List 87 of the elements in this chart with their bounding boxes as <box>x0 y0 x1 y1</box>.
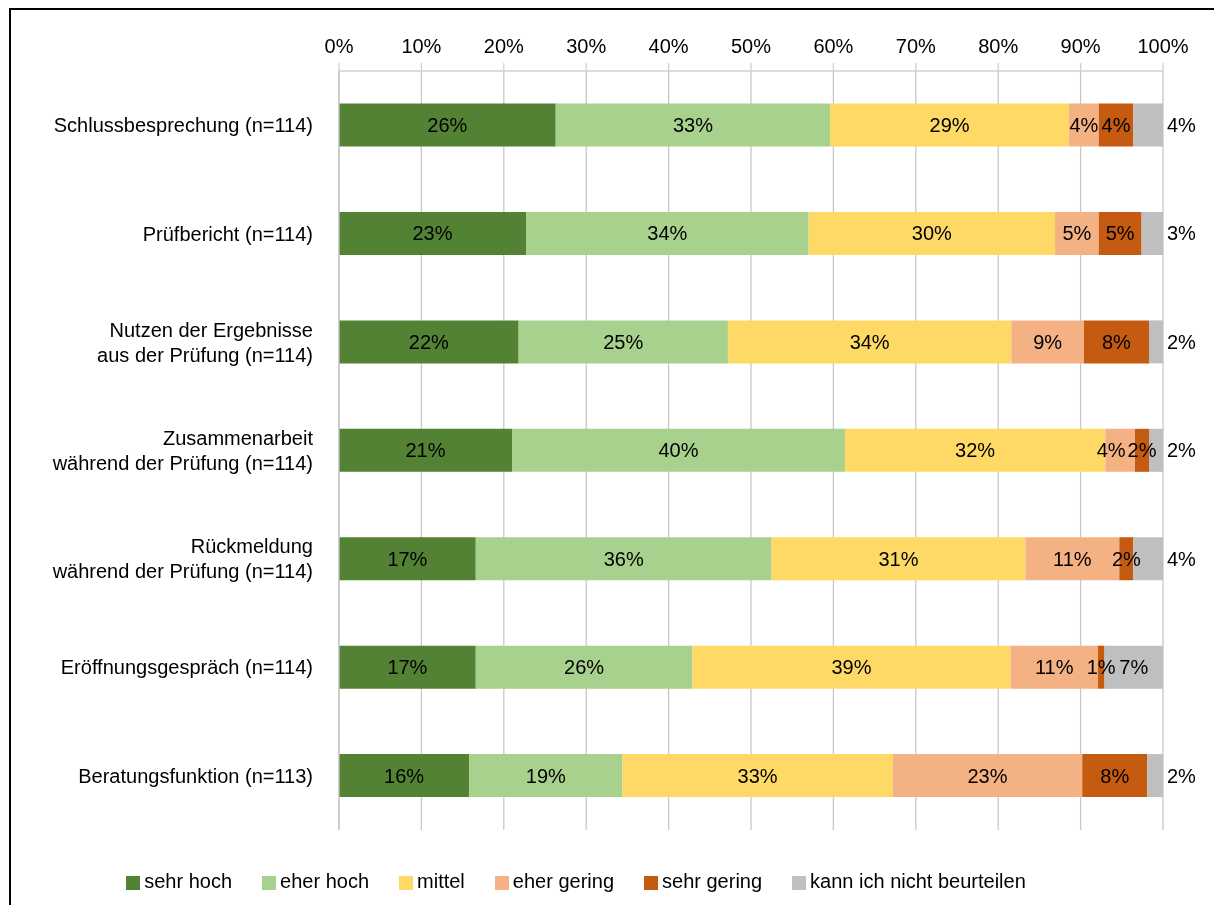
data-label: 5% <box>1105 222 1135 245</box>
data-label: 19% <box>525 764 567 787</box>
bar <box>475 537 772 581</box>
bar <box>1082 754 1148 798</box>
bar <box>339 211 527 255</box>
y-tick-label: Eröffnungsgespräch (n=114) <box>60 656 313 679</box>
legend-label: sehr gering <box>662 870 763 892</box>
data-label: 21% <box>405 439 446 462</box>
data-label: 11% <box>1053 547 1092 570</box>
data-label: 26% <box>427 114 468 137</box>
legend-label: eher hoch <box>280 870 370 892</box>
y-tick-label: Schlussbesprechung (n=114) <box>53 114 313 137</box>
data-label: 36% <box>603 547 644 570</box>
data-label: 7% <box>1119 656 1149 679</box>
bar <box>339 320 519 364</box>
bar <box>1011 320 1084 364</box>
data-label: 33% <box>672 114 714 137</box>
x-tick-label: 30% <box>566 35 607 57</box>
data-label: 40% <box>658 439 699 462</box>
x-tick-label: 70% <box>895 35 937 57</box>
data-label: 23% <box>967 764 1008 787</box>
bar <box>892 754 1083 798</box>
x-tick-label: 90% <box>1060 35 1101 57</box>
bar <box>339 103 556 147</box>
legend-label: sehr hoch <box>144 870 233 892</box>
y-tick-label: Prüfbericht (n=114) <box>142 222 313 245</box>
bar <box>622 754 893 798</box>
bar <box>526 211 809 255</box>
y-tick-label: Zusammenarbeit während der Prüfung (n=114) <box>51 427 314 474</box>
data-label: 16% <box>384 764 425 787</box>
data-label: 17% <box>387 656 428 679</box>
bar <box>469 754 623 798</box>
bar <box>727 320 1012 364</box>
data-label: 2% <box>1167 764 1197 787</box>
x-tick-label: 40% <box>648 35 689 57</box>
bar <box>339 645 476 689</box>
x-tick-label: 60% <box>813 35 854 57</box>
data-label: 2% <box>1167 330 1197 353</box>
bar <box>1083 320 1149 364</box>
data-label: 25% <box>603 330 644 353</box>
data-label: 4% <box>1101 114 1131 137</box>
data-label: 8% <box>1101 330 1132 353</box>
data-label: 32% <box>955 439 996 462</box>
bar <box>692 645 1011 689</box>
data-label: 23% <box>412 222 453 245</box>
x-tick-label: 50% <box>730 35 772 57</box>
data-label: 4% <box>1096 439 1126 462</box>
data-label: 3% <box>1167 222 1197 245</box>
x-tick-label: 0% <box>324 35 354 57</box>
bar <box>339 428 513 472</box>
data-label: 34% <box>647 222 688 245</box>
y-tick-label: Nutzen der Ergebnisse aus der Prüfung (n=114) <box>97 318 313 366</box>
data-label: 22% <box>408 330 450 353</box>
bar <box>830 103 1070 147</box>
bar <box>339 537 476 581</box>
data-label: 26% <box>564 656 605 679</box>
data-label: 9% <box>1033 330 1063 353</box>
data-label: 5% <box>1062 222 1092 245</box>
data-label: 39% <box>831 656 872 679</box>
bar <box>518 320 728 364</box>
x-tick-label: 20% <box>483 35 525 57</box>
bar <box>339 754 470 798</box>
bar <box>771 537 1026 581</box>
y-tick-label: Rückmeldung während der Prüfung (n=114) <box>51 535 313 583</box>
data-label: 4% <box>1167 114 1197 137</box>
data-label: 33% <box>737 764 778 787</box>
legend-label: kann ich nicht beurteilen <box>810 870 1026 892</box>
data-label: 4% <box>1167 547 1197 570</box>
bar <box>808 211 1056 255</box>
data-label: 30% <box>911 222 953 245</box>
x-tick-label: 100% <box>1137 35 1189 57</box>
legend-label: eher gering <box>512 870 615 892</box>
data-label: 31% <box>878 547 919 570</box>
data-label: 17% <box>387 547 428 570</box>
data-label: 34% <box>849 330 890 353</box>
x-tick-label: 80% <box>978 35 1019 57</box>
data-label: 4% <box>1069 114 1099 137</box>
legend-label: mittel <box>417 870 465 892</box>
x-tick-label: 10% <box>401 35 442 57</box>
data-label: 2% <box>1167 439 1197 462</box>
bar <box>475 645 693 689</box>
data-label: 29% <box>929 114 970 137</box>
data-label: 8% <box>1100 764 1130 787</box>
y-tick-label: Beratungsfunktion (n=113) <box>78 764 313 787</box>
bar <box>555 103 831 147</box>
bar <box>512 428 845 472</box>
data-label: 11% <box>1034 656 1074 679</box>
